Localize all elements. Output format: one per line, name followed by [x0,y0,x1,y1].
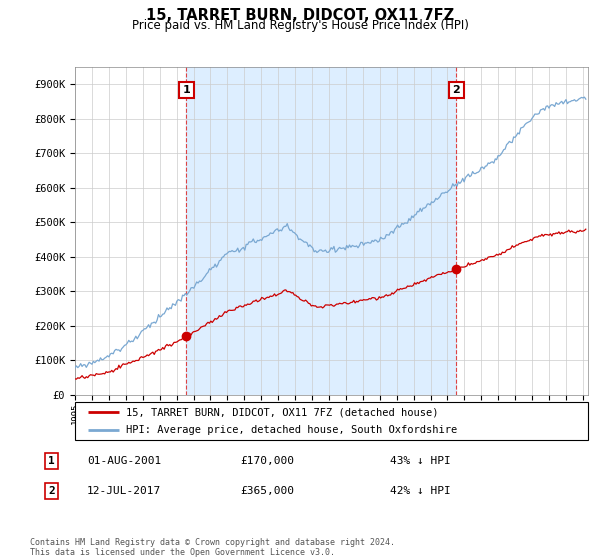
Text: 12-JUL-2017: 12-JUL-2017 [87,486,161,496]
Text: 15, TARRET BURN, DIDCOT, OX11 7FZ (detached house): 15, TARRET BURN, DIDCOT, OX11 7FZ (detac… [127,407,439,417]
Text: 2: 2 [452,85,460,95]
Text: 43% ↓ HPI: 43% ↓ HPI [390,456,451,466]
Text: 1: 1 [182,85,190,95]
Text: 01-AUG-2001: 01-AUG-2001 [87,456,161,466]
Text: £365,000: £365,000 [240,486,294,496]
Text: £170,000: £170,000 [240,456,294,466]
Text: 2: 2 [48,486,55,496]
FancyBboxPatch shape [75,402,588,440]
Text: 42% ↓ HPI: 42% ↓ HPI [390,486,451,496]
Bar [187,67,457,395]
Text: 1: 1 [48,456,55,466]
Text: Price paid vs. HM Land Registry's House Price Index (HPI): Price paid vs. HM Land Registry's House … [131,19,469,32]
Text: 15, TARRET BURN, DIDCOT, OX11 7FZ: 15, TARRET BURN, DIDCOT, OX11 7FZ [146,8,454,24]
Text: Contains HM Land Registry data © Crown copyright and database right 2024.
This d: Contains HM Land Registry data © Crown c… [30,538,395,557]
Text: HPI: Average price, detached house, South Oxfordshire: HPI: Average price, detached house, Sout… [127,425,458,435]
